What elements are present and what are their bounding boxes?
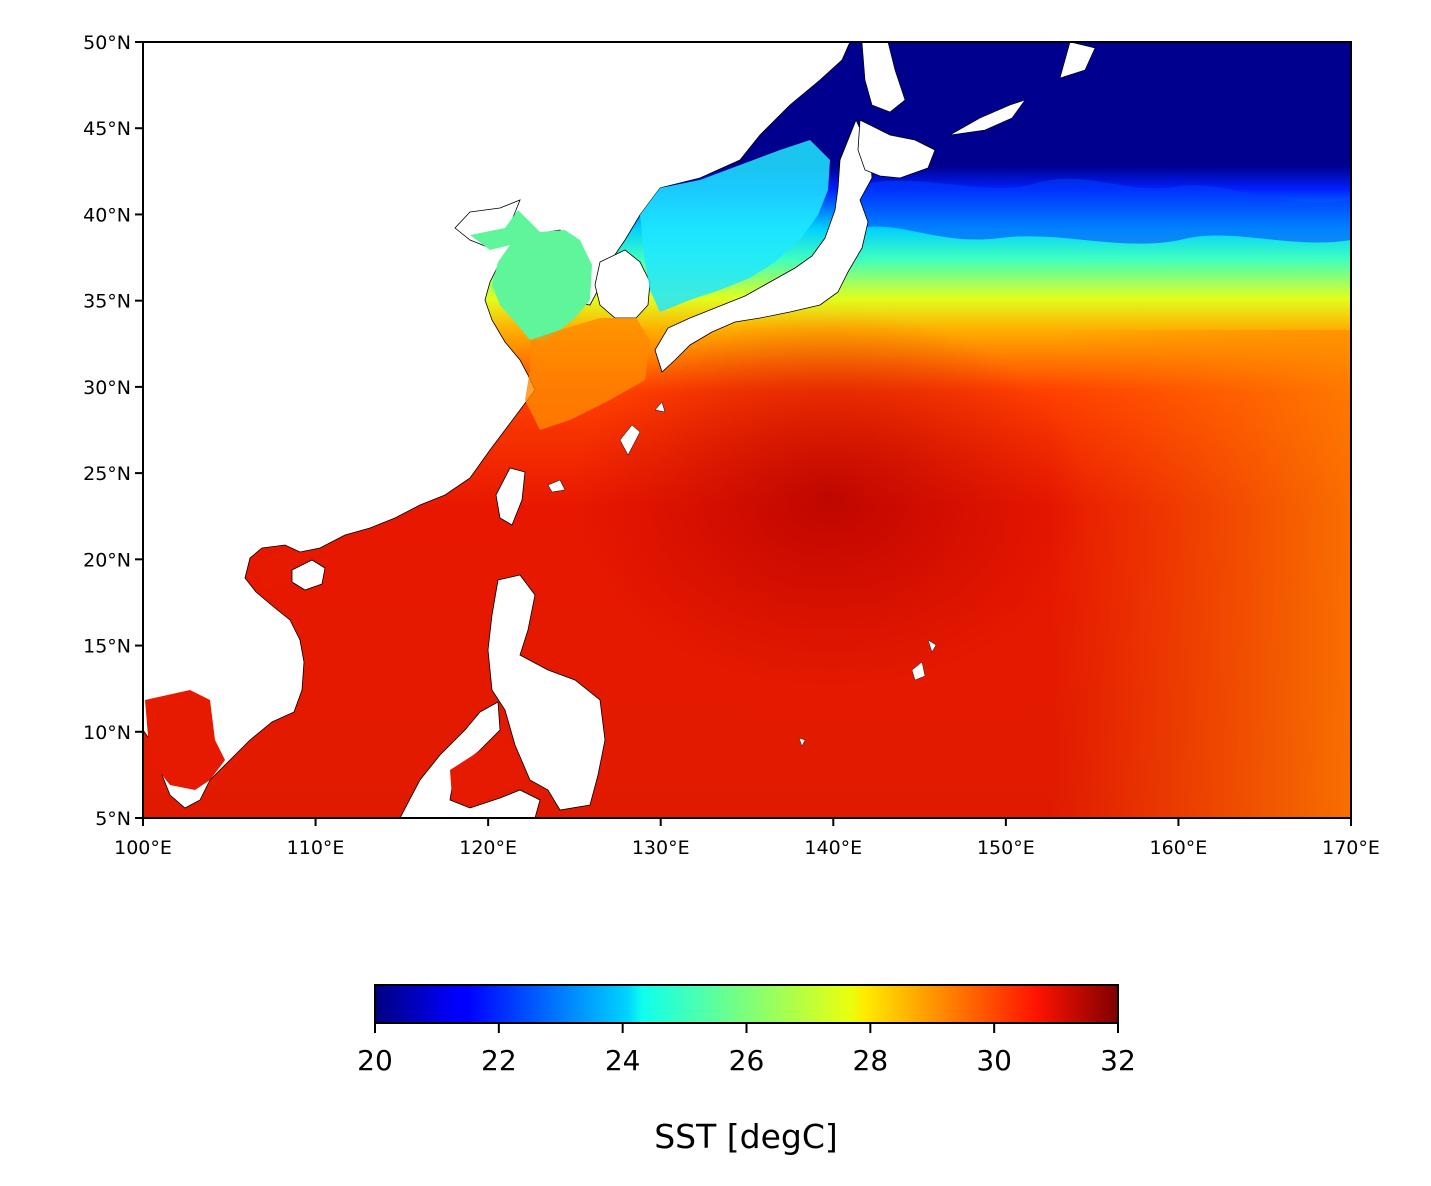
hokkaido-island xyxy=(857,119,936,179)
y-tick-label: 50°N xyxy=(83,32,131,54)
y-tick-label: 10°N xyxy=(83,722,131,744)
south-china-coast-water xyxy=(255,548,300,590)
eastern-cooler-region xyxy=(1050,330,1351,818)
japan-islands xyxy=(654,118,873,373)
y-tick-label: 5°N xyxy=(95,808,131,830)
colorbar-tick-label: 20 xyxy=(357,1044,393,1077)
japan-sea-water xyxy=(640,140,830,312)
bohai-yellow-sea-water xyxy=(470,210,592,340)
colorbar: 20 22 24 26 28 30 32 SST [degC] xyxy=(357,984,1136,1156)
map-area xyxy=(143,42,1351,818)
y-tick-label: 30°N xyxy=(83,377,131,399)
x-tick-label: 130°E xyxy=(632,837,690,859)
colorbar-tick-label: 26 xyxy=(729,1044,765,1077)
x-axis-ticks: 100°E 110°E 120°E 130°E 140°E 150°E 160°E 170°E xyxy=(114,818,1380,859)
sulu-sea-water xyxy=(450,735,522,805)
x-tick-label: 150°E xyxy=(977,837,1035,859)
colorbar-tick-label: 32 xyxy=(1100,1044,1136,1077)
y-tick-label: 45°N xyxy=(83,118,131,140)
x-tick-label: 120°E xyxy=(459,837,517,859)
y-tick-label: 35°N xyxy=(83,291,131,313)
y-axis-ticks: 5°N 10°N 15°N 20°N 25°N 30°N 35°N 40°N 45°N 50°N xyxy=(83,32,143,830)
colorbar-gradient xyxy=(374,984,1119,1024)
map-frame xyxy=(142,41,1352,819)
taiwan-island xyxy=(495,467,526,526)
hainan-island xyxy=(291,559,326,591)
y-tick-label: 15°N xyxy=(83,636,131,658)
colorbar-label: SST [degC] xyxy=(654,1117,838,1156)
sakhalin-kurils xyxy=(861,42,1096,136)
ryukyu-islands xyxy=(547,401,666,493)
colorbar-tick-label: 24 xyxy=(605,1044,641,1077)
x-tick-label: 160°E xyxy=(1150,837,1208,859)
x-tick-label: 170°E xyxy=(1322,837,1380,859)
colorbar-ticks: 20 22 24 26 28 30 32 xyxy=(357,1023,1136,1077)
colorbar-tick-label: 30 xyxy=(976,1044,1012,1077)
kuroshio-front xyxy=(860,178,1351,244)
y-tick-label: 20°N xyxy=(83,549,131,571)
indochina-gulf-water xyxy=(145,690,225,790)
y-tick-label: 40°N xyxy=(83,204,131,226)
warm-pool-core xyxy=(570,310,1090,690)
korean-peninsula xyxy=(594,249,651,319)
x-tick-label: 140°E xyxy=(804,837,862,859)
mariana-islands xyxy=(798,639,937,747)
colorbar-tick-label: 22 xyxy=(481,1044,517,1077)
colorbar-tick-label: 28 xyxy=(853,1044,889,1077)
philippine-islands xyxy=(487,574,606,811)
y-tick-label: 25°N xyxy=(83,463,131,485)
east-china-sea-water xyxy=(525,318,650,430)
x-tick-label: 100°E xyxy=(114,837,172,859)
x-tick-label: 110°E xyxy=(287,837,345,859)
